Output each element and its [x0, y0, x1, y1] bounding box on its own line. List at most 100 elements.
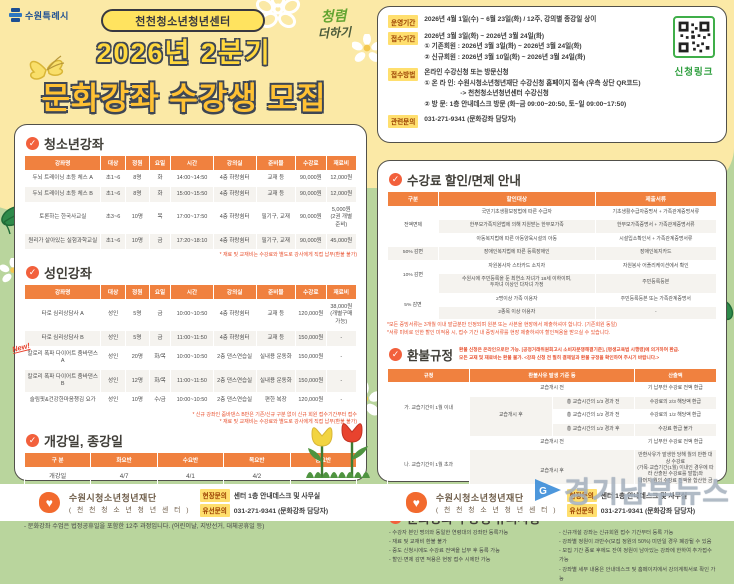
method-line: 온라인 수강신청 또는 방문신청: [424, 68, 640, 79]
table-header-cell: 대상: [101, 285, 125, 300]
table-header-cell: 준비물: [256, 285, 296, 300]
table-header-cell: 수요반: [157, 452, 223, 467]
table-cell: -: [326, 330, 356, 346]
table-cell: 10% 감면: [388, 260, 439, 293]
table-cell: 4층 하랑쉼터: [213, 330, 256, 346]
notice-item: - 모집 기간 종료 후에도 잔여 정원이 남아있는 강좌에 한하여 추가접수 …: [559, 547, 717, 566]
table-cell: 목: [149, 203, 170, 233]
qr-code-block: 신청링크: [671, 16, 717, 78]
table-cell: 기초생활수급자증명서 + 가족관계증명서류: [595, 207, 716, 220]
table-header-cell: 대상: [101, 156, 125, 171]
table-cell: 장애인복지카드: [595, 247, 716, 260]
table-cell: 초1~6: [101, 233, 125, 249]
table-cell: 11:00~11:50: [171, 330, 214, 346]
check-circle-icon: ✓: [389, 348, 402, 361]
table-cell: 20명: [125, 346, 149, 369]
table-cell: 화: [149, 187, 170, 203]
news-watermark-logo-icon: G: [533, 475, 563, 505]
table-header-cell: 규정: [388, 369, 470, 383]
table-cell: 성인: [101, 330, 125, 346]
table-cell: 편한 복장: [256, 393, 296, 409]
table-cell: 10명: [125, 203, 149, 233]
refund-section-title: ✓ 환불규정: [389, 345, 453, 364]
application-period-row: 접수기간 2026년 3월 3일(화) ~ 2026년 3월 24일(화) ① …: [388, 32, 716, 65]
table-cell: 두뇌 트레이닝 초등 체스 B: [25, 187, 101, 203]
adult-section-title-text: 성인강좌: [44, 263, 92, 282]
table-cell: 교재 등: [256, 171, 296, 187]
table-cell: 4층 하랑쉼터: [213, 203, 256, 233]
table-cell: 4층 하랑쉼터: [213, 171, 256, 187]
table-cell: 초3~6: [101, 203, 125, 233]
table-cell: 150,000원: [296, 330, 326, 346]
table-header-cell: 화요반: [91, 452, 157, 467]
application-method-row: 접수방법 온라인 수강신청 또는 방문신청 ① 온 라 인: 수원시청소년청년재…: [388, 68, 716, 112]
table-cell: 5,000원 (2권 개별준비): [326, 203, 356, 233]
table-header-cell: 요일: [149, 285, 170, 300]
table-header-cell: 준비물: [256, 156, 296, 171]
table-header-cell: 강좌명: [25, 156, 101, 171]
table-cell: 성인: [101, 300, 125, 330]
adult-section-title: ✓ 성인강좌: [26, 263, 357, 282]
table-header-cell: 재료비: [326, 156, 356, 171]
table-cell: 수원시에 주민등록을 둔 최연소 자녀가 18세 이하이며, 두자녀 이상인 다…: [438, 273, 595, 293]
table-cell: 15:00~15:50: [171, 187, 214, 203]
table-cell: 총 교습시간의 1/2 경과 후: [552, 423, 634, 436]
schedule-section-title: ✓ 개강일, 종강일: [26, 431, 357, 450]
table-cell: 화/목: [149, 346, 170, 369]
qr-code-icon: [673, 16, 715, 58]
table-cell: 90,000원: [296, 171, 326, 187]
table-cell: 금: [149, 233, 170, 249]
integrity-logo-word2: 더하기: [300, 22, 369, 43]
table-cell: -: [595, 307, 716, 320]
table-cell: 4층 하랑쉼터: [213, 300, 256, 330]
onsite-contact-label: 현장문의: [200, 489, 230, 502]
method-line: ② 방 문: 1층 안내데스크 방문 (화~금 09:00~20:50, 토~일…: [424, 100, 640, 111]
foundation-name-block: 수원시청소년청년재단 ( 천 천 청 소 년 청 년 센 터 ): [69, 491, 191, 514]
table-cell: 화: [149, 171, 170, 187]
table-cell: 90,000원: [296, 203, 326, 233]
table-header-cell: 강의실: [213, 156, 256, 171]
table-cell: 금: [149, 300, 170, 330]
table-cell: 2층 댄스연습실: [213, 346, 256, 369]
notice-list-right: - 신규개설 강좌는 신규회원 접수 기간부터 등록 가능- 강좌별 정원이 과…: [557, 529, 717, 584]
contact-text: 031-271-9341 (문화강좌 담당자): [424, 115, 516, 128]
table-cell: 8명: [125, 171, 149, 187]
table-cell: 수/금: [149, 393, 170, 409]
table-cell: 90,000원: [296, 187, 326, 203]
notice-item: - 할인·면제 감면 적용은 현장 접수 시에만 가능: [389, 556, 547, 565]
operation-period-label: 운영기간: [388, 15, 418, 28]
table-cell: 칼로리 폭파 다이어트 줌바댄스 B: [25, 370, 101, 393]
refund-intro-line: 환불 신청은 온라인으로만 가능. [공정거래위원회고시 소비자분쟁해결기준],…: [459, 346, 679, 354]
table-cell: 12명: [125, 370, 149, 393]
foundation-name: 수원시청소년청년재단: [69, 491, 191, 504]
table-header-cell: 구분: [388, 192, 439, 207]
suwon-city-logo-icon: [9, 8, 22, 23]
table-cell: 기 납부한 수강료 전액 환급: [634, 436, 716, 449]
table-cell: 금: [149, 330, 170, 346]
table-cell: 국민기초생활보장법에 따른 수급자: [438, 207, 595, 220]
table-cell: 성인: [101, 346, 125, 369]
table-cell: 주민등록등본 또는 가족관계증명서: [595, 293, 716, 306]
table-cell: 교습개시 후: [470, 396, 552, 436]
table-cell: 10:00~10:50: [171, 346, 214, 369]
foundation-logo-icon: ♥: [39, 492, 60, 513]
table-cell: 수강료 환급 불가: [634, 423, 716, 436]
table-cell: 원리가 살아있는 실험과학교실: [25, 233, 101, 249]
footer-contact-block: 현장문의 센터 1층 안내데스크 및 사무실 유선문의 031-271-9341…: [200, 489, 329, 517]
application-period-lines: 2026년 3월 3일(화) ~ 2026년 3월 24일(화) ① 기존회원 …: [424, 32, 585, 65]
table-cell: 타로 심리상담사 B: [25, 330, 101, 346]
news-watermark: G 경기남부뉴스: [533, 469, 730, 511]
table-header-cell: 할인대상: [438, 192, 595, 207]
table-cell: 14:00~14:50: [171, 171, 214, 187]
method-line: -> 천천청소년청년센터 수강신청: [424, 89, 640, 100]
table-cell: -: [326, 370, 356, 393]
apply-line: 2026년 3월 3일(화) ~ 2026년 3월 24일(화): [424, 32, 585, 43]
table-cell: 120,000원: [296, 393, 326, 409]
table-cell: 4층 하랑쉼터: [213, 233, 256, 249]
